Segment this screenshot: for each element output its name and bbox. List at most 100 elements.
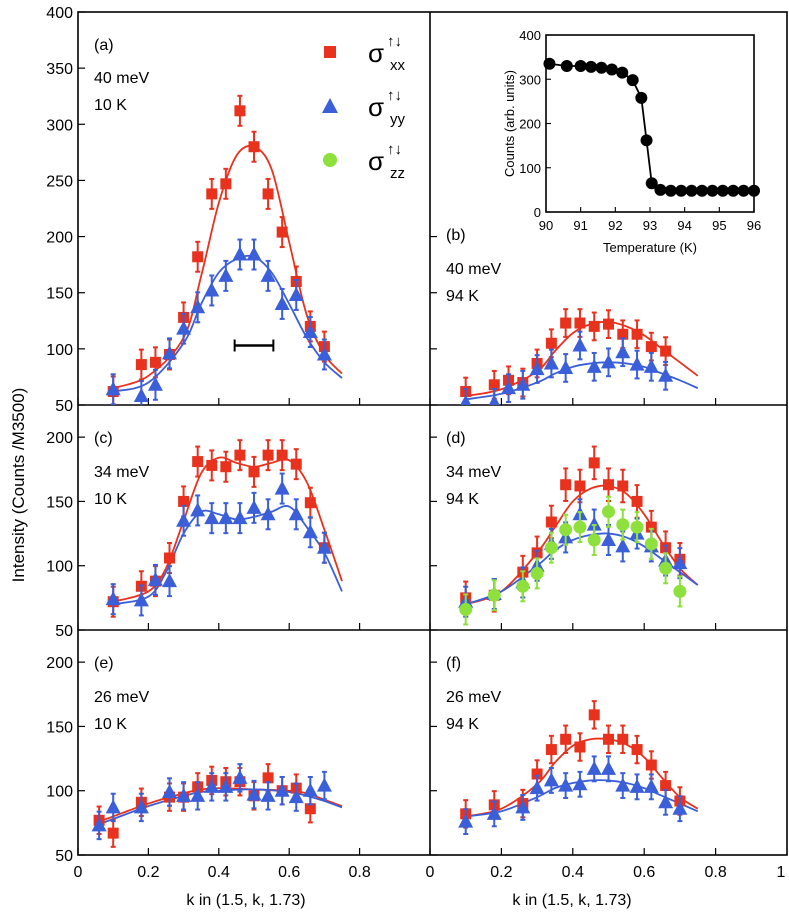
data-point-σyy xyxy=(643,358,659,373)
plot-area xyxy=(460,308,699,405)
temperature-label: 10 K xyxy=(94,491,127,508)
y-tick-label: 150 xyxy=(46,494,73,511)
legend-subscript: yy xyxy=(390,111,406,128)
data-point-σxx xyxy=(631,744,643,756)
data-point-σyy xyxy=(586,760,602,775)
data-point-σxx xyxy=(660,345,672,357)
data-point-σzz xyxy=(644,537,658,551)
inset-data-point xyxy=(716,184,729,197)
inset-x-axis-label: Temperature (K) xyxy=(603,240,697,255)
x-tick-label: 0.4 xyxy=(208,864,230,881)
inset-data-point xyxy=(664,184,677,197)
data-point-σyy xyxy=(246,246,262,261)
data-point-σxx xyxy=(107,827,119,839)
data-point-σyy xyxy=(558,359,574,374)
data-point-σxx xyxy=(603,479,614,491)
data-point-σzz xyxy=(573,520,587,534)
data-point-σxx xyxy=(588,709,600,721)
data-point-σxx xyxy=(262,188,274,200)
data-point-σxx xyxy=(290,458,302,470)
data-point-σyy xyxy=(176,787,192,802)
data-point-σyy xyxy=(672,555,688,570)
legend-superscript: ↑↓ xyxy=(387,87,402,104)
legend-marker-circle xyxy=(323,153,337,167)
data-point-σzz xyxy=(530,566,544,580)
data-point-σyy xyxy=(501,380,517,395)
data-point-σxx xyxy=(276,449,288,461)
data-point-σzz xyxy=(459,602,473,616)
data-point-σxx xyxy=(574,317,586,329)
data-point-σyy xyxy=(558,777,574,792)
data-point-σyy xyxy=(543,772,559,787)
legend-sigma: σ xyxy=(368,38,384,68)
data-point-σxx xyxy=(488,379,500,391)
data-point-σzz xyxy=(659,561,673,575)
data-point-σyy xyxy=(218,778,234,793)
inset-x-tick-label: 94 xyxy=(677,218,691,233)
inset-data-point xyxy=(645,177,658,190)
inset-chart: 0 100 200 300 400 90 91 92 93 94 95 96 Temperature (… xyxy=(502,28,761,255)
data-point-σyy xyxy=(586,358,602,373)
inset-y-tick-label: 0 xyxy=(534,205,541,220)
y-tick-label: 250 xyxy=(46,173,73,190)
data-point-σyy xyxy=(91,817,107,832)
data-point-σxx xyxy=(603,318,614,330)
data-point-σxx xyxy=(178,495,190,507)
inset-data-point xyxy=(675,184,688,197)
legend-marker-square xyxy=(324,46,336,58)
data-point-σxx xyxy=(248,466,260,478)
data-point-σzz xyxy=(487,588,501,602)
data-point-σyy xyxy=(162,573,178,588)
plot-area xyxy=(105,439,343,618)
x-tick-label: 0.8 xyxy=(348,864,370,881)
legend-sigma: σ xyxy=(368,92,384,122)
y-tick-label: 100 xyxy=(46,559,73,576)
data-point-σyy xyxy=(615,538,631,553)
panel-label: (f) xyxy=(446,655,461,672)
data-point-σyy xyxy=(190,787,206,802)
inset-data-point xyxy=(574,59,587,72)
plot-area xyxy=(458,445,699,626)
data-point-σyy xyxy=(486,805,502,820)
x-tick-label: 0.2 xyxy=(490,864,512,881)
inset-data-point xyxy=(654,183,667,196)
data-point-σyy xyxy=(601,532,616,546)
data-point-σxx xyxy=(531,768,543,780)
y-tick-label: 50 xyxy=(55,398,73,415)
legend-superscript: ↑↓ xyxy=(387,141,402,158)
data-point-σyy xyxy=(218,510,234,525)
data-point-σxx xyxy=(617,328,629,340)
data-point-σyy xyxy=(162,784,178,798)
x-tick-label: 0.8 xyxy=(704,864,726,881)
data-point-σyy xyxy=(658,794,674,809)
inset-data-point xyxy=(748,184,760,197)
data-point-σxx xyxy=(262,772,274,784)
data-point-σxx xyxy=(262,449,274,461)
inset-x-tick-label: 93 xyxy=(643,218,657,233)
data-point-σyy xyxy=(316,777,332,792)
data-point-σyy xyxy=(529,361,545,376)
data-point-σzz xyxy=(673,584,687,598)
data-point-σyy xyxy=(162,345,178,360)
x-tick-label: 0.6 xyxy=(278,864,300,881)
data-point-σxx xyxy=(660,780,672,792)
panel-f: (f) 26 meV 94 K 0 0.2 0.4 0.6 0.8 1 xyxy=(426,655,786,881)
data-point-σyy xyxy=(302,782,318,797)
data-point-σzz xyxy=(544,541,558,555)
y-tick-label: 200 xyxy=(46,430,73,447)
data-point-σxx xyxy=(645,759,657,771)
y-tick-label: 150 xyxy=(46,719,73,736)
data-point-σxx xyxy=(304,803,316,815)
data-point-σxx xyxy=(588,320,600,332)
data-point-σyy xyxy=(133,388,149,403)
data-point-σxx xyxy=(220,178,232,190)
data-point-σxx xyxy=(234,105,246,117)
panel-label: (c) xyxy=(94,430,113,447)
y-tick-label: 50 xyxy=(55,848,73,865)
legend-sigma: σ xyxy=(368,146,384,176)
data-point-σxx xyxy=(617,733,629,745)
inset-y-tick-label: 300 xyxy=(519,72,541,87)
data-point-σxx xyxy=(276,226,288,238)
data-point-σyy xyxy=(274,480,290,495)
data-point-σyy xyxy=(147,571,163,586)
